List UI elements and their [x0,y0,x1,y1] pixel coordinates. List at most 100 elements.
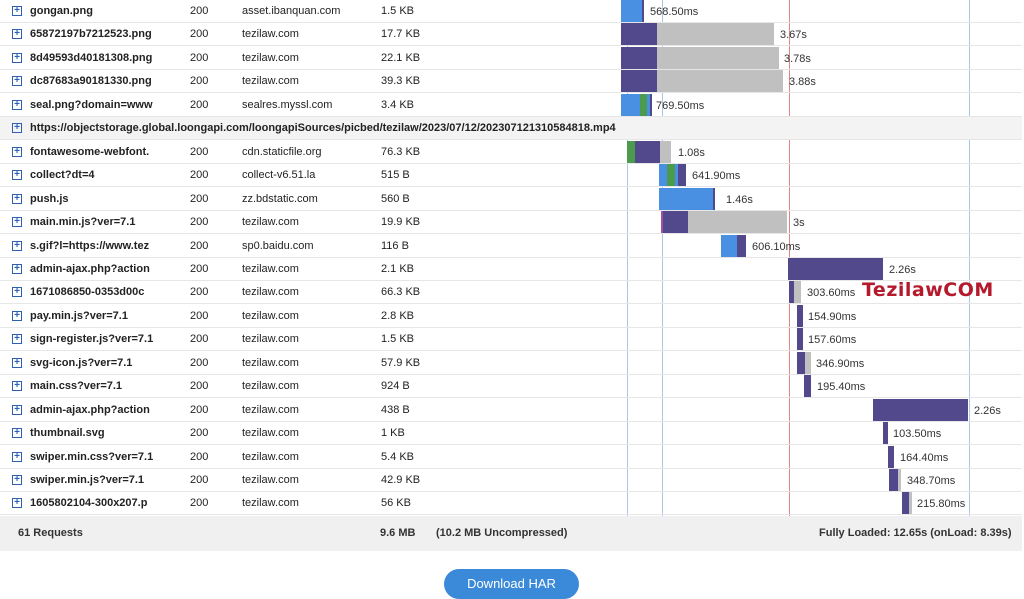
timing-label: 641.90ms [692,170,741,183]
table-row[interactable]: +1671086850-0353d00c 200 tezilaw.com 66.3 K… [0,281,1022,305]
request-url[interactable]: fontawesome-webfont. [30,145,150,158]
table-row[interactable]: +1605802104-300x207.p 200 tezilaw.com 56 KB… [0,492,1022,516]
request-url[interactable]: 65872197b7212523.png [30,28,152,41]
request-url[interactable]: dc87683a90181330.png [30,75,152,88]
table-row[interactable]: + main.min.js?ver=7.1 200 tezilaw.com 19.9 K… [0,211,1022,235]
table-row[interactable]: + thumbnail.svg 200 tezilaw.com 1 KB 103.50ms [0,422,1022,446]
expand-icon[interactable]: + [12,451,22,462]
expand-icon[interactable]: + [12,404,22,415]
timing-bar-receive [889,469,898,491]
table-row[interactable]: + collect?dt=4 200 collect-v6.51.la 515 B 641… [0,164,1022,188]
request-url[interactable]: https://objectstorage.global.loongapi.co… [30,122,616,135]
table-row[interactable]: + seal.png?domain=www 200 sealres.myssl.com… [0,93,1022,117]
request-status: 200 [190,145,209,158]
request-status: 200 [190,262,209,275]
table-row[interactable]: + pay.min.js?ver=7.1 200 tezilaw.com 2.8 KB 1… [0,304,1022,328]
request-domain: tezilaw.com [242,75,299,88]
timing-bar-blocked [657,23,774,46]
expand-icon[interactable]: + [12,357,22,368]
table-row[interactable]: + admin-ajax.php?action 200 tezilaw.com 2.1 … [0,257,1022,281]
request-url[interactable]: svg-icon.js?ver=7.1 [30,356,133,369]
request-url[interactable]: admin-ajax.php?action [30,262,150,275]
request-size: 2.8 KB [381,309,415,322]
timing-label: 2.26s [889,263,916,276]
download-har-button[interactable]: Download HAR [444,569,579,599]
table-row[interactable]: + gongan.png 200 asset.ibanquan.com 1.5 KB 56… [0,0,1022,23]
request-url[interactable]: thumbnail.svg [30,427,105,440]
expand-icon[interactable]: + [12,263,22,274]
expand-icon[interactable]: + [12,146,22,157]
table-row[interactable]: + s.gif?l=https://www.tez 200 sp0.baidu.com… [0,234,1022,258]
expand-icon[interactable]: + [12,170,22,181]
request-url[interactable]: pay.min.js?ver=7.1 [30,309,128,322]
request-size: 19.9 KB [381,216,421,229]
timing-bar-wait [621,93,640,116]
request-url[interactable]: 1605802104-300x207.p [30,497,148,510]
request-domain: tezilaw.com [242,403,299,416]
table-row[interactable]: + swiper.min.css?ver=7.1 200 tezilaw.com 5.4… [0,445,1022,469]
expand-icon[interactable]: + [12,29,22,40]
request-url[interactable]: swiper.min.js?ver=7.1 [30,474,145,486]
expand-icon[interactable]: + [12,52,22,63]
expand-icon[interactable]: + [12,381,22,392]
request-domain: collect-v6.51.la [242,169,316,182]
expand-icon[interactable]: + [12,475,22,485]
expand-icon[interactable]: + [12,76,22,87]
request-url[interactable]: gongan.png [30,5,93,17]
request-url[interactable]: swiper.min.css?ver=7.1 [30,450,154,463]
request-url[interactable]: 1671086850-0353d00c [30,286,145,299]
request-url[interactable]: main.min.js?ver=7.1 [30,216,136,229]
request-url[interactable]: seal.png?domain=www [30,98,153,111]
request-status: 200 [190,380,209,393]
request-count: 61 Requests [18,527,83,539]
request-status: 200 [190,450,209,463]
timing-label: 3.78s [784,52,811,65]
request-domain: cdn.staticfile.org [242,145,322,158]
table-row[interactable]: + push.js 200 zz.bdstatic.com 560 B 1.46s [0,187,1022,211]
request-size: 17.7 KB [381,28,421,41]
timing-gridline [627,0,628,516]
request-status: 200 [190,403,209,416]
request-status: 200 [190,51,209,64]
expand-icon[interactable]: + [12,287,22,298]
request-url[interactable]: sign-register.js?ver=7.1 [30,333,154,346]
request-size: 57.9 KB [381,356,421,369]
timing-bar-receive [789,281,794,304]
table-row[interactable]: +65872197b7212523.png 200 tezilaw.com 17.7 … [0,23,1022,47]
expand-icon[interactable]: + [12,240,22,251]
table-row[interactable]: + admin-ajax.php?action 200 tezilaw.com 438 … [0,398,1022,422]
table-row[interactable]: + swiper.min.js?ver=7.1 200 tezilaw.com 42.9… [0,469,1022,492]
table-row[interactable]: + https://objectstorage.global.loongapi.c… [0,117,1022,141]
expand-icon[interactable]: + [12,6,22,16]
expand-icon[interactable]: + [12,310,22,321]
request-url[interactable]: 8d49593d40181308.png [30,51,153,64]
timing-label: 568.50ms [650,6,699,18]
request-size: 515 B [381,169,410,182]
table-row[interactable]: + fontawesome-webfont. 200 cdn.staticfile.o… [0,140,1022,164]
expand-icon[interactable]: + [12,217,22,228]
expand-icon[interactable]: + [12,123,22,134]
timing-gridline [969,0,970,516]
request-domain: tezilaw.com [242,262,299,275]
request-url[interactable]: admin-ajax.php?action [30,403,150,416]
table-row[interactable]: +8d49593d40181308.png 200 tezilaw.com 22.1 … [0,46,1022,70]
timing-gridline [662,0,663,516]
expand-icon[interactable]: + [12,498,22,509]
timing-label: 103.50ms [893,428,942,441]
request-url[interactable]: push.js [30,192,69,205]
expand-icon[interactable]: + [12,193,22,204]
request-url[interactable]: collect?dt=4 [30,169,95,182]
request-url[interactable]: main.css?ver=7.1 [30,380,123,393]
table-row[interactable]: + sign-register.js?ver=7.1 200 tezilaw.com 1… [0,328,1022,352]
expand-icon[interactable]: + [12,428,22,439]
expand-icon[interactable]: + [12,99,22,110]
table-row[interactable]: + svg-icon.js?ver=7.1 200 tezilaw.com 57.9 K… [0,351,1022,375]
request-url[interactable]: s.gif?l=https://www.tez [30,239,150,252]
request-status: 200 [190,333,209,346]
timing-bar-dns [640,93,647,116]
table-row[interactable]: + dc87683a90181330.png 200 tezilaw.com 39.3 … [0,70,1022,94]
timing-bar-blocked [657,70,783,93]
expand-icon[interactable]: + [12,334,22,345]
table-row[interactable]: + main.css?ver=7.1 200 tezilaw.com 924 B 195.… [0,375,1022,399]
request-domain: tezilaw.com [242,474,299,486]
